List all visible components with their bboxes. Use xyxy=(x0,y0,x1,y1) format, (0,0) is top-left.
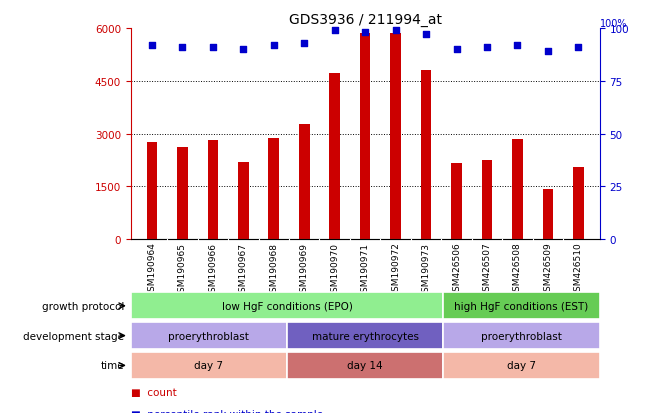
Text: GSM190973: GSM190973 xyxy=(421,242,431,297)
Point xyxy=(573,45,584,51)
Text: proerythroblast: proerythroblast xyxy=(168,331,249,341)
Text: GSM190970: GSM190970 xyxy=(330,242,339,297)
Point xyxy=(421,32,431,38)
Text: GSM426508: GSM426508 xyxy=(513,242,522,297)
Bar xyxy=(451,164,462,240)
Bar xyxy=(269,139,279,240)
Bar xyxy=(287,323,444,349)
Bar xyxy=(287,352,444,379)
Point xyxy=(238,47,249,53)
Bar xyxy=(444,323,600,349)
Point xyxy=(330,28,340,34)
Bar xyxy=(444,352,600,379)
Text: GSM190972: GSM190972 xyxy=(391,242,400,297)
Text: GSM426507: GSM426507 xyxy=(482,242,492,297)
Point xyxy=(147,43,157,49)
Text: day 7: day 7 xyxy=(507,361,536,370)
Title: GDS3936 / 211994_at: GDS3936 / 211994_at xyxy=(289,12,442,26)
Text: ■  count: ■ count xyxy=(131,387,176,396)
Bar xyxy=(444,293,600,319)
Text: GSM426509: GSM426509 xyxy=(543,242,552,297)
Bar xyxy=(482,161,492,240)
Bar xyxy=(390,34,401,240)
Text: ■  percentile rank within the sample: ■ percentile rank within the sample xyxy=(131,409,323,413)
Bar xyxy=(543,190,553,240)
Bar xyxy=(238,162,249,240)
Bar xyxy=(299,125,310,240)
Text: high HgF conditions (EST): high HgF conditions (EST) xyxy=(454,301,589,311)
Bar xyxy=(131,352,287,379)
Text: GSM190965: GSM190965 xyxy=(178,242,187,297)
Text: development stage: development stage xyxy=(23,331,124,341)
Point xyxy=(482,45,492,51)
Point xyxy=(451,47,462,53)
Bar xyxy=(177,147,188,240)
Bar xyxy=(360,34,371,240)
Bar xyxy=(131,323,287,349)
Text: low HgF conditions (EPO): low HgF conditions (EPO) xyxy=(222,301,352,311)
Bar xyxy=(512,140,523,240)
Text: mature erythrocytes: mature erythrocytes xyxy=(312,331,419,341)
Bar xyxy=(330,74,340,240)
Point xyxy=(543,49,553,55)
Text: GSM426510: GSM426510 xyxy=(574,242,583,297)
Bar xyxy=(147,143,157,240)
Point xyxy=(512,43,523,49)
Text: GSM190966: GSM190966 xyxy=(208,242,217,297)
Bar xyxy=(421,70,431,240)
Bar xyxy=(131,293,444,319)
Text: proerythroblast: proerythroblast xyxy=(481,331,562,341)
Point xyxy=(208,45,218,51)
Point xyxy=(299,40,310,47)
Text: GSM190969: GSM190969 xyxy=(299,242,309,297)
Text: GSM190967: GSM190967 xyxy=(239,242,248,297)
Point xyxy=(269,43,279,49)
Text: 100%: 100% xyxy=(600,19,627,29)
Text: growth protocol: growth protocol xyxy=(42,301,124,311)
Point xyxy=(177,45,188,51)
Text: GSM426506: GSM426506 xyxy=(452,242,461,297)
Point xyxy=(390,28,401,34)
Text: time: time xyxy=(100,361,124,370)
Text: day 14: day 14 xyxy=(347,361,383,370)
Text: GSM190964: GSM190964 xyxy=(147,242,157,297)
Text: GSM190971: GSM190971 xyxy=(360,242,370,297)
Bar xyxy=(208,140,218,240)
Text: day 7: day 7 xyxy=(194,361,223,370)
Text: GSM190968: GSM190968 xyxy=(269,242,278,297)
Bar xyxy=(573,168,584,240)
Point xyxy=(360,30,371,36)
